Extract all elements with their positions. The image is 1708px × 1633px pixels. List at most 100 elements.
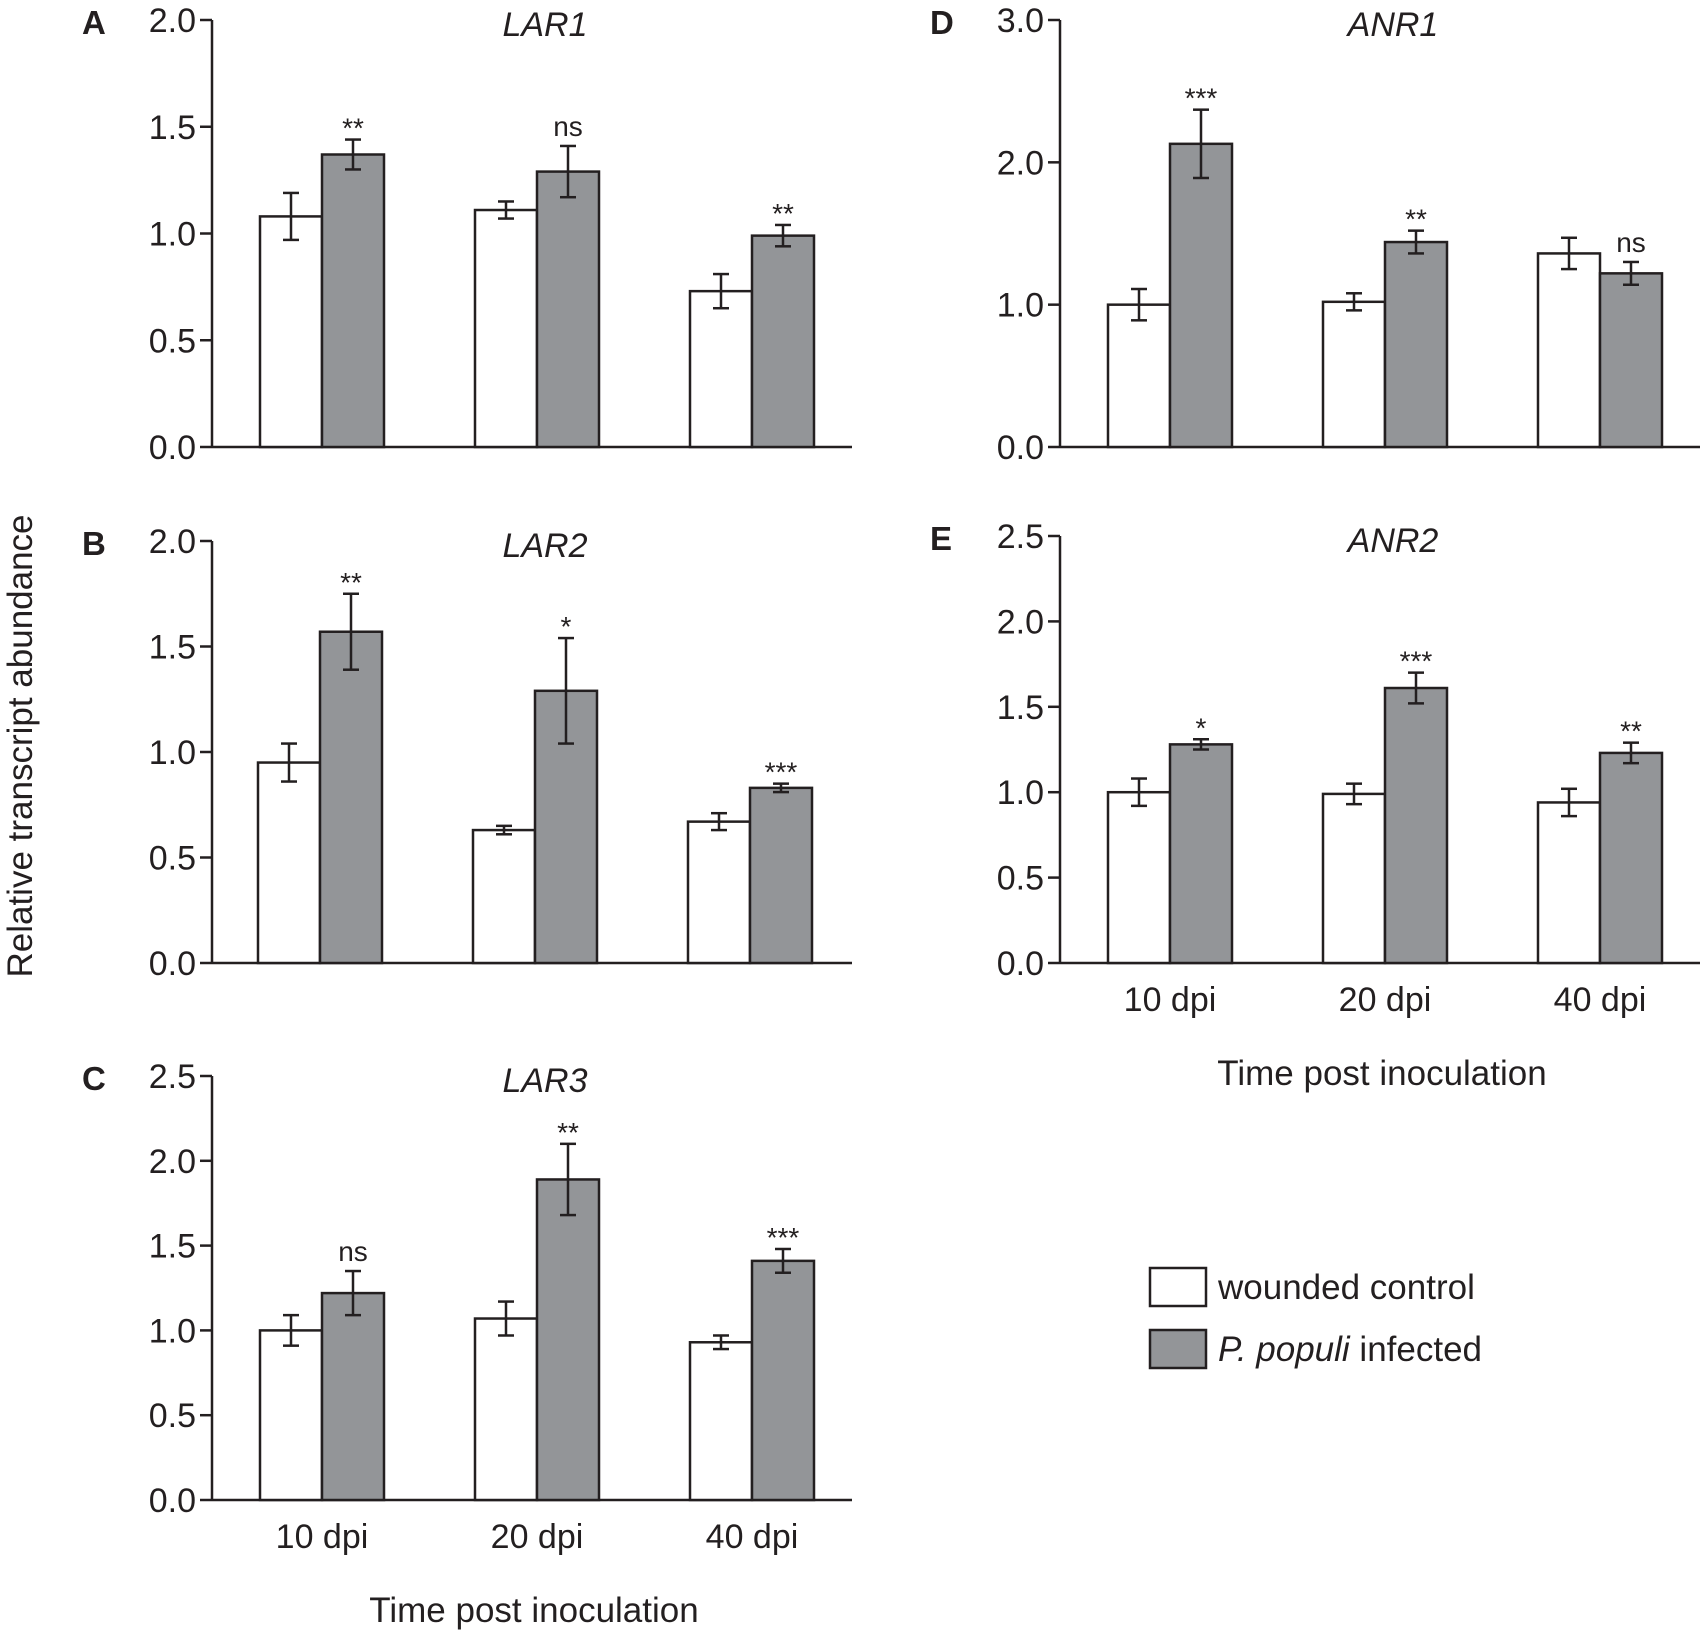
panel-letter: C bbox=[82, 1060, 106, 1097]
bar-infected bbox=[1598, 272, 1664, 449]
significance-label: *** bbox=[1400, 646, 1433, 677]
significance-label: ** bbox=[340, 567, 362, 598]
bar-wounded-control bbox=[1321, 300, 1387, 449]
y-tick-label: 1.0 bbox=[997, 287, 1044, 325]
y-tick-label: 0.5 bbox=[997, 860, 1044, 898]
legend-label-infected-suffix: infected bbox=[1350, 1330, 1482, 1369]
y-tick-label: 1.5 bbox=[997, 689, 1044, 727]
x-axis-title: Time post inoculation bbox=[1217, 1054, 1546, 1093]
panel-letter: A bbox=[82, 4, 106, 41]
panel-title: ANR1 bbox=[1346, 6, 1439, 44]
x-tick-label: 20 dpi bbox=[1339, 981, 1432, 1019]
panel-letter: D bbox=[930, 4, 954, 41]
bar-wounded-control bbox=[688, 289, 754, 449]
bar-infected bbox=[535, 170, 601, 449]
bar-infected bbox=[750, 1259, 816, 1502]
panel-a: 0.0 0.5 1.0 1.5 2.0 A LAR1 ** ns ** bbox=[82, 2, 852, 467]
significance-label: * bbox=[561, 611, 572, 642]
y-tick-label: 0.0 bbox=[997, 945, 1044, 983]
legend-swatch-control bbox=[1148, 1266, 1208, 1308]
significance-label: *** bbox=[767, 1222, 800, 1253]
bar-wounded-control bbox=[471, 828, 537, 965]
significance-label: ** bbox=[1620, 716, 1642, 747]
y-tick-label: 1.5 bbox=[149, 629, 196, 667]
y-tick-label: 1.0 bbox=[149, 734, 196, 772]
y-tick-label: 1.0 bbox=[149, 216, 196, 254]
y-tick-label: 0.0 bbox=[149, 945, 196, 983]
y-tick-label: 0.0 bbox=[997, 429, 1044, 467]
bar-infected bbox=[320, 1291, 386, 1502]
significance-label: ns bbox=[338, 1236, 368, 1267]
y-tick-label: 0.5 bbox=[149, 1397, 196, 1435]
bar-infected bbox=[748, 786, 814, 965]
y-axis-title: Relative transcript abundance bbox=[1, 514, 40, 977]
legend-swatch-infected bbox=[1148, 1328, 1208, 1370]
x-tick-label: 10 dpi bbox=[1124, 981, 1217, 1019]
y-tick-label: 2.0 bbox=[149, 2, 196, 40]
bar-wounded-control bbox=[1106, 790, 1172, 965]
y-tick-label: 2.0 bbox=[997, 144, 1044, 182]
panel-e: 0.0 0.5 1.0 1.5 2.0 2.5 E ANR2 * 10 dpi *** 20 dpi *… bbox=[930, 518, 1700, 1093]
panel-title: LAR3 bbox=[502, 1062, 587, 1100]
significance-label: *** bbox=[765, 757, 798, 788]
bar-infected bbox=[1168, 743, 1234, 965]
bar-infected bbox=[1383, 240, 1449, 449]
significance-label: * bbox=[1196, 712, 1207, 743]
panel-b: 0.00.51.01.52.0B LAR2****** bbox=[82, 523, 852, 983]
y-tick-label: 0.5 bbox=[149, 840, 196, 878]
x-tick-label: 40 dpi bbox=[706, 1518, 799, 1556]
panel-title: LAR1 bbox=[502, 6, 587, 44]
bar-wounded-control bbox=[688, 1341, 754, 1502]
x-tick-label: 20 dpi bbox=[491, 1518, 584, 1556]
significance-label: ** bbox=[557, 1117, 579, 1148]
y-tick-label: 0.5 bbox=[149, 322, 196, 360]
y-tick-label: 0.0 bbox=[149, 1482, 196, 1520]
panel-c: 0.0 0.5 1.0 1.5 2.0 2.5 C LAR3 ns 10 dpi ** 20 dpi *… bbox=[82, 1058, 852, 1630]
legend: wounded control P. populi infected bbox=[1148, 1266, 1482, 1370]
y-tick-label: 1.0 bbox=[149, 1312, 196, 1350]
bar-wounded-control bbox=[1321, 792, 1387, 965]
bar-infected bbox=[318, 630, 384, 965]
y-tick-label: 2.0 bbox=[997, 603, 1044, 641]
y-tick-label: 1.5 bbox=[149, 109, 196, 147]
bar-infected bbox=[750, 234, 816, 449]
bar-wounded-control bbox=[473, 208, 539, 449]
bar-infected bbox=[1168, 142, 1234, 449]
panels: 0.00.51.01.52.0A LAR1** ns**0.00.51.01.52.… bbox=[82, 2, 1700, 1630]
panel-title: LAR2 bbox=[502, 527, 587, 565]
bar-infected bbox=[1383, 686, 1449, 965]
x-tick-label: 40 dpi bbox=[1554, 981, 1647, 1019]
significance-label: *** bbox=[1185, 83, 1218, 114]
bar-wounded-control bbox=[1536, 801, 1602, 965]
x-tick-label: 10 dpi bbox=[276, 1518, 369, 1556]
bar-infected bbox=[535, 1178, 601, 1502]
y-tick-label: 0.0 bbox=[149, 429, 196, 467]
y-tick-label: 2.5 bbox=[997, 518, 1044, 556]
y-tick-label: 1.5 bbox=[149, 1228, 196, 1266]
bar-wounded-control bbox=[256, 761, 322, 965]
legend-label-infected: P. populi infected bbox=[1218, 1330, 1482, 1369]
significance-label: ns bbox=[1616, 227, 1646, 258]
y-tick-label: 2.0 bbox=[149, 523, 196, 561]
bar-wounded-control bbox=[1536, 252, 1602, 449]
bar-wounded-control bbox=[1106, 303, 1172, 449]
y-tick-label: 3.0 bbox=[997, 2, 1044, 40]
bar-wounded-control bbox=[258, 215, 324, 449]
bar-infected bbox=[320, 153, 386, 449]
y-tick-label: 1.0 bbox=[997, 774, 1044, 812]
y-tick-label: 2.5 bbox=[149, 1058, 196, 1096]
panel-letter: E bbox=[930, 520, 952, 557]
bar-wounded-control bbox=[686, 820, 752, 965]
significance-label: ** bbox=[342, 113, 364, 144]
bar-infected bbox=[1598, 751, 1664, 965]
legend-label-control: wounded control bbox=[1217, 1268, 1475, 1307]
legend-label-infected-species: P. populi bbox=[1218, 1330, 1351, 1369]
panel-title: ANR2 bbox=[1346, 522, 1439, 560]
bar-wounded-control bbox=[258, 1329, 324, 1502]
panel-d: 0.01.02.03.0D ANR1*****ns bbox=[930, 2, 1700, 467]
significance-label: ns bbox=[553, 111, 583, 142]
panel-letter: B bbox=[82, 525, 106, 562]
y-tick-label: 2.0 bbox=[149, 1143, 196, 1181]
significance-label: ** bbox=[772, 198, 794, 229]
